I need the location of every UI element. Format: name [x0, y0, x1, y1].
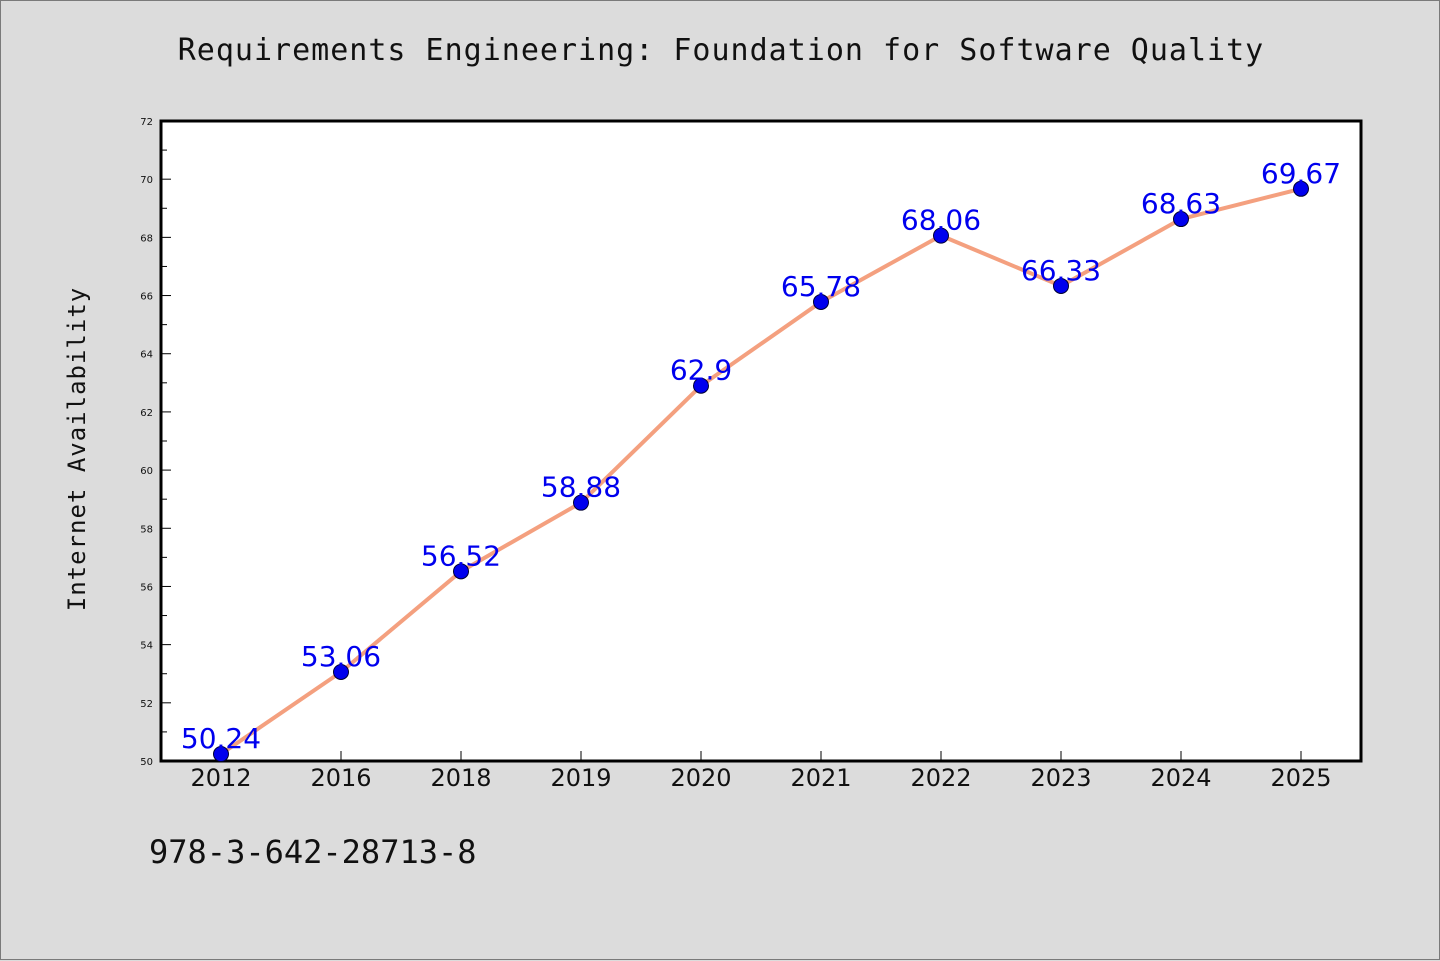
- data-point: [933, 227, 949, 244]
- series-line: [219, 186, 1303, 757]
- data-point: [1293, 180, 1309, 197]
- y-tick-label: 52: [140, 699, 153, 710]
- data-point: [453, 563, 469, 580]
- y-tick-label: 56: [140, 582, 153, 593]
- y-tick-label: 60: [140, 466, 153, 477]
- data-label: 53.06: [301, 640, 381, 673]
- data-label: 68.63: [1141, 187, 1221, 220]
- x-tick-label: 2020: [670, 764, 731, 792]
- x-tick-label: 2018: [430, 764, 491, 792]
- y-tick-label: 68: [140, 233, 153, 244]
- data-point: [213, 746, 229, 763]
- data-label: 69.67: [1261, 157, 1341, 190]
- data-point: [573, 494, 589, 511]
- data-label: 68.06: [901, 204, 981, 237]
- data-point: [813, 293, 829, 310]
- data-label: 50.24: [181, 722, 261, 755]
- y-tick-label: 62: [140, 408, 153, 419]
- chart-title: Requirements Engineering: Foundation for…: [177, 33, 1265, 68]
- y-tick-label: 58: [140, 524, 153, 535]
- y-tick-label: 64: [140, 350, 153, 361]
- data-point: [1173, 211, 1189, 228]
- x-tick-label: 2016: [310, 764, 371, 792]
- footer-code: 978-3-642-28713-8: [149, 833, 477, 871]
- data-label: 58.88: [541, 471, 621, 504]
- data-point: [693, 377, 709, 394]
- x-tick-label: 2021: [790, 764, 851, 792]
- data-label: 62.9: [670, 354, 732, 387]
- y-tick-label: 70: [140, 175, 153, 186]
- x-tick-label: 2022: [910, 764, 971, 792]
- x-tick-label: 2023: [1030, 764, 1091, 792]
- data-point: [1053, 277, 1069, 294]
- data-label: 65.78: [781, 270, 861, 303]
- x-tick-label: 2024: [1150, 764, 1211, 792]
- x-tick-label: 2019: [550, 764, 611, 792]
- data-label: 66.33: [1021, 254, 1101, 287]
- x-tick-label: 2012: [190, 764, 251, 792]
- y-tick-label: 50: [140, 757, 153, 768]
- y-tick-label: 66: [140, 292, 153, 303]
- y-tick-label: 54: [140, 641, 153, 652]
- x-tick-label: 2025: [1270, 764, 1331, 792]
- data-label: 56.52: [421, 539, 501, 572]
- y-tick-label: 72: [140, 117, 153, 128]
- data-point: [333, 663, 349, 680]
